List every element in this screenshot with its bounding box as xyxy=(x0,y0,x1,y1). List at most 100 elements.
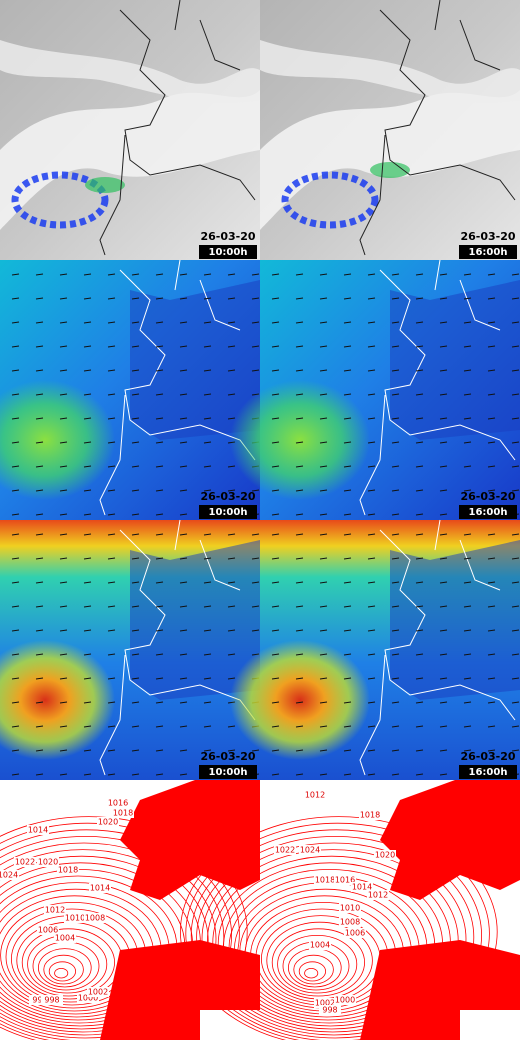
wind-arrow xyxy=(511,273,520,276)
precip xyxy=(281,171,379,229)
label-bg xyxy=(107,798,129,808)
wind-arrow xyxy=(131,533,140,536)
wind-arrow xyxy=(391,489,400,492)
wind-arrow xyxy=(439,677,448,680)
wind-arrow xyxy=(35,393,44,396)
wind-arrow xyxy=(367,441,376,444)
label-bg xyxy=(351,882,373,892)
isobar-label: 1020 xyxy=(375,851,395,860)
wind-arrow xyxy=(155,321,164,324)
wind-arrow xyxy=(367,345,376,348)
wind-arrow xyxy=(203,465,212,468)
wind-arrow xyxy=(35,725,44,728)
wind-arrow xyxy=(343,489,352,492)
wind-arrow xyxy=(107,465,116,468)
wind-max xyxy=(230,640,370,760)
wind-arrow xyxy=(251,533,260,536)
wind-arrow xyxy=(83,725,92,728)
isobar xyxy=(298,961,327,982)
wind-arrow xyxy=(295,701,304,704)
wind-arrow xyxy=(251,369,260,372)
wind-arrow xyxy=(271,297,280,300)
label-bg xyxy=(44,905,66,915)
wind-arrow xyxy=(295,345,304,348)
wind-arrow xyxy=(343,393,352,396)
isobar-label: 1004 xyxy=(310,941,330,950)
wind-arrow xyxy=(343,557,352,560)
coastline xyxy=(359,259,516,516)
wind-arrow xyxy=(131,321,140,324)
wind-arrow xyxy=(343,369,352,372)
wind-arrow xyxy=(487,441,496,444)
wind-arrow xyxy=(391,369,400,372)
wind-arrow xyxy=(271,701,280,704)
isobar-label: 1010 xyxy=(65,914,85,923)
isobar-label: 1008 xyxy=(85,914,105,923)
wind-arrow xyxy=(439,345,448,348)
wind-arrow xyxy=(511,393,520,396)
date-label: 26-03-20 xyxy=(460,230,515,243)
wind-arrow xyxy=(343,513,352,516)
wind-arrow xyxy=(131,273,140,276)
wind-arrow xyxy=(131,773,140,776)
wind-arrow xyxy=(487,725,496,728)
wind-arrow xyxy=(487,629,496,632)
label-bg xyxy=(304,790,326,800)
wind-arrow xyxy=(203,393,212,396)
wind-arrow xyxy=(11,629,20,632)
wind-arrow xyxy=(155,581,164,584)
wind-arrow xyxy=(271,273,280,276)
wind-arrow xyxy=(179,581,188,584)
wind-arrow xyxy=(83,417,92,420)
wind-arrow xyxy=(83,701,92,704)
wind-arrow xyxy=(295,513,304,516)
wind-arrow xyxy=(131,749,140,752)
wind-arrow xyxy=(131,605,140,608)
wind-arrow xyxy=(319,273,328,276)
isobar xyxy=(38,948,92,988)
wind-arrow xyxy=(59,653,68,656)
wind-arrow xyxy=(59,273,68,276)
wind-arrow xyxy=(155,417,164,420)
wind-arrow xyxy=(83,345,92,348)
wind-arrow xyxy=(155,273,164,276)
wind-arrow xyxy=(131,345,140,348)
wind-arrow xyxy=(271,417,280,420)
wind-arrow xyxy=(415,605,424,608)
wind-arrow xyxy=(59,557,68,560)
wind-arrow xyxy=(59,677,68,680)
wind-arrow xyxy=(83,533,92,536)
wind-arrow xyxy=(319,417,328,420)
wind-arrow xyxy=(511,345,520,348)
coastline xyxy=(99,259,256,516)
wind-arrow xyxy=(107,653,116,656)
isobar xyxy=(201,842,467,1036)
wind-arrow xyxy=(439,441,448,444)
wind-arrow xyxy=(35,465,44,468)
isobar xyxy=(0,836,225,1039)
wind-arrow xyxy=(439,749,448,752)
isobar-label: 1010 xyxy=(340,904,360,913)
isobar xyxy=(304,967,319,979)
isobar xyxy=(0,816,248,1044)
wind-arrow xyxy=(83,557,92,560)
wind-arrow xyxy=(415,465,424,468)
date-label: 26-03-20 xyxy=(460,750,515,763)
cloud-band xyxy=(260,40,520,103)
wind-arrow xyxy=(271,465,280,468)
isobar-label: 1018 xyxy=(58,866,78,875)
wind-arrow xyxy=(343,629,352,632)
wind-arrow xyxy=(343,321,352,324)
label-bg xyxy=(374,850,396,860)
wind-arrow xyxy=(203,677,212,680)
wind-arrow xyxy=(463,369,472,372)
wind-arrow xyxy=(415,725,424,728)
wind-arrow xyxy=(107,513,116,516)
land xyxy=(390,280,520,440)
wind-arrow xyxy=(319,513,328,516)
wind-arrow xyxy=(271,369,280,372)
wind-arrow xyxy=(367,393,376,396)
isobar xyxy=(48,961,77,982)
label-bg xyxy=(314,875,336,885)
wind-panel xyxy=(230,519,520,780)
